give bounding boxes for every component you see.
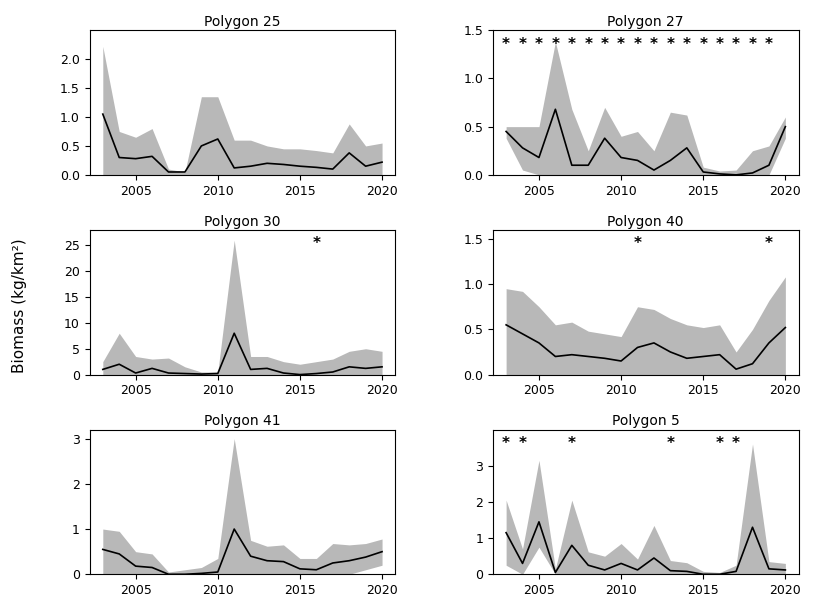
- Text: *: *: [519, 37, 526, 51]
- Text: *: *: [732, 37, 740, 51]
- Text: *: *: [600, 37, 609, 51]
- Text: *: *: [519, 436, 526, 451]
- Text: *: *: [312, 236, 320, 252]
- Title: Polygon 41: Polygon 41: [204, 414, 281, 428]
- Text: *: *: [732, 436, 740, 451]
- Title: Polygon 25: Polygon 25: [204, 15, 281, 29]
- Text: *: *: [650, 37, 658, 51]
- Text: Biomass (kg/km²): Biomass (kg/km²): [12, 239, 27, 373]
- Text: *: *: [699, 37, 708, 51]
- Text: *: *: [667, 37, 674, 51]
- Title: Polygon 40: Polygon 40: [608, 215, 684, 229]
- Text: *: *: [535, 37, 543, 51]
- Title: Polygon 27: Polygon 27: [608, 15, 684, 29]
- Text: *: *: [502, 37, 510, 51]
- Text: *: *: [765, 37, 773, 51]
- Text: *: *: [568, 37, 576, 51]
- Text: *: *: [617, 37, 625, 51]
- Text: *: *: [667, 436, 674, 451]
- Text: *: *: [633, 37, 641, 51]
- Text: *: *: [716, 37, 724, 51]
- Text: *: *: [568, 436, 576, 451]
- Title: Polygon 5: Polygon 5: [612, 414, 680, 428]
- Title: Polygon 30: Polygon 30: [204, 215, 281, 229]
- Text: *: *: [584, 37, 592, 51]
- Text: *: *: [748, 37, 757, 51]
- Text: *: *: [683, 37, 691, 51]
- Text: *: *: [502, 436, 510, 451]
- Text: *: *: [551, 37, 560, 51]
- Text: *: *: [716, 436, 724, 451]
- Text: *: *: [765, 236, 773, 252]
- Text: *: *: [633, 236, 641, 252]
